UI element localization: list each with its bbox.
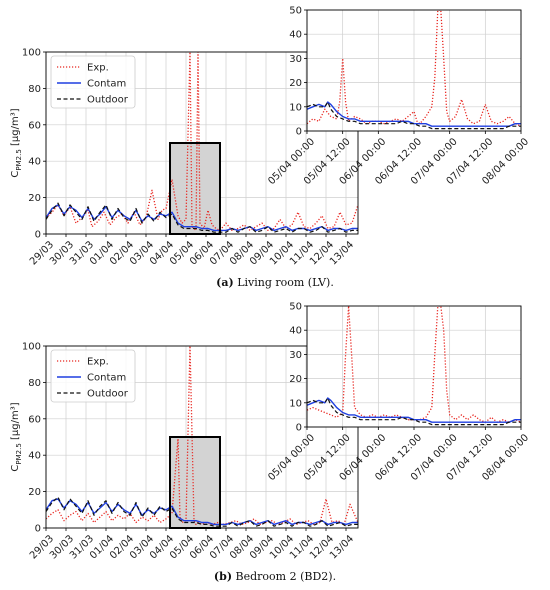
chart-b-main-ytick-label-5: 100 [22, 342, 41, 353]
chart-a-inset-series-outdoor [307, 101, 521, 130]
caption-a-tag: (a) [216, 276, 234, 289]
caption-b-tag: (b) [213, 570, 233, 583]
chart-b-main-series-group [46, 346, 358, 527]
chart-a-main-frame [45, 51, 359, 235]
caption-b: (b) Bedroom 2 (BD2). [0, 570, 550, 583]
chart-b-main-frame [45, 345, 359, 529]
chart-a-main-ytick-label-0: 0 [35, 230, 41, 241]
chart-a-main-legend-label-1: Contam [87, 79, 126, 90]
chart-b-inset-ytick-label-5: 50 [289, 302, 302, 313]
chart-b-inset-ytick-label-3: 30 [289, 350, 302, 361]
chart-a-main-ytick-label-2: 40 [28, 157, 41, 168]
chart-b-main-ylabel: CPM2.5 [µg/m³] [10, 402, 23, 471]
chart-b-main: 02040608010029/0330/0331/0301/0402/0403/… [10, 342, 359, 561]
chart-b-main-zoom-box-fill [170, 437, 220, 528]
chart-a-main-series-group [46, 52, 358, 233]
chart-b-inset-series-exp [307, 306, 521, 423]
chart-b-main-ytick-label-2: 40 [28, 451, 41, 462]
chart-b-inset-ytick-label-4: 40 [289, 326, 302, 337]
chart-a-inset-ytick-label-0: 0 [296, 127, 302, 138]
chart-a-inset-ytick-label-3: 30 [289, 54, 302, 65]
chart-a-main-ytick-label-1: 20 [28, 193, 41, 204]
chart-b-main-legend-label-2: Outdoor [87, 389, 129, 400]
chart-a-main-zoom-box-fill [170, 143, 220, 234]
chart-a-inset-ytick-label-4: 40 [289, 30, 302, 41]
chart-b-main-legend-label-1: Contam [87, 373, 126, 384]
chart-b-main-ytick-label-3: 60 [28, 414, 41, 425]
chart-a-main-ytick-label-3: 60 [28, 120, 41, 131]
chart-a-inset-ytick-label-1: 10 [289, 102, 302, 113]
chart-b-inset-ytick-label-1: 10 [289, 398, 302, 409]
chart-a-main-legend-box [50, 55, 136, 109]
chart-a-main-series-outdoor [46, 202, 358, 233]
chart-b-inset-ytick-label-0: 0 [296, 423, 302, 434]
chart-b-main-ytick-label-4: 80 [28, 378, 41, 389]
caption-a-text: Living room (LV). [237, 276, 334, 289]
chart-a-inset-series-contam [307, 101, 521, 127]
chart-a-main-legend-label-2: Outdoor [87, 95, 129, 106]
chart-b-main-ytick-label-0: 0 [35, 524, 41, 535]
chart-b-main-legend-label-0: Exp. [87, 357, 109, 368]
chart-a-main-ytick-label-5: 100 [22, 48, 41, 59]
chart-b-main-legend-box [50, 349, 136, 403]
chart-a-main-series-exp [46, 52, 358, 232]
chart-a-inset-ytick-label-2: 20 [289, 78, 302, 89]
chart-a-main-ytick-label-4: 80 [28, 84, 41, 95]
chart-a-inset-ytick-label-5: 50 [289, 6, 302, 17]
chart-a-main: 02040608010029/0330/0331/0301/0402/0403/… [10, 48, 359, 267]
chart-a-main-legend-label-0: Exp. [87, 63, 109, 74]
caption-b-text: Bedroom 2 (BD2). [235, 570, 337, 583]
chart-b-inset-series-outdoor [307, 397, 521, 426]
chart-a-main-ylabel: CPM2.5 [µg/m³] [10, 108, 23, 177]
chart-b-inset-series-group [307, 306, 521, 426]
chart-a-inset-series-group [307, 10, 521, 130]
chart-b-main-series-outdoor [46, 496, 358, 527]
chart-a-inset-series-exp [307, 10, 521, 127]
chart-b-inset-series-contam [307, 397, 521, 423]
caption-a: (a) Living room (LV). [0, 276, 550, 289]
chart-b-inset-ytick-label-2: 20 [289, 374, 302, 385]
chart-b-main-ytick-label-1: 20 [28, 487, 41, 498]
